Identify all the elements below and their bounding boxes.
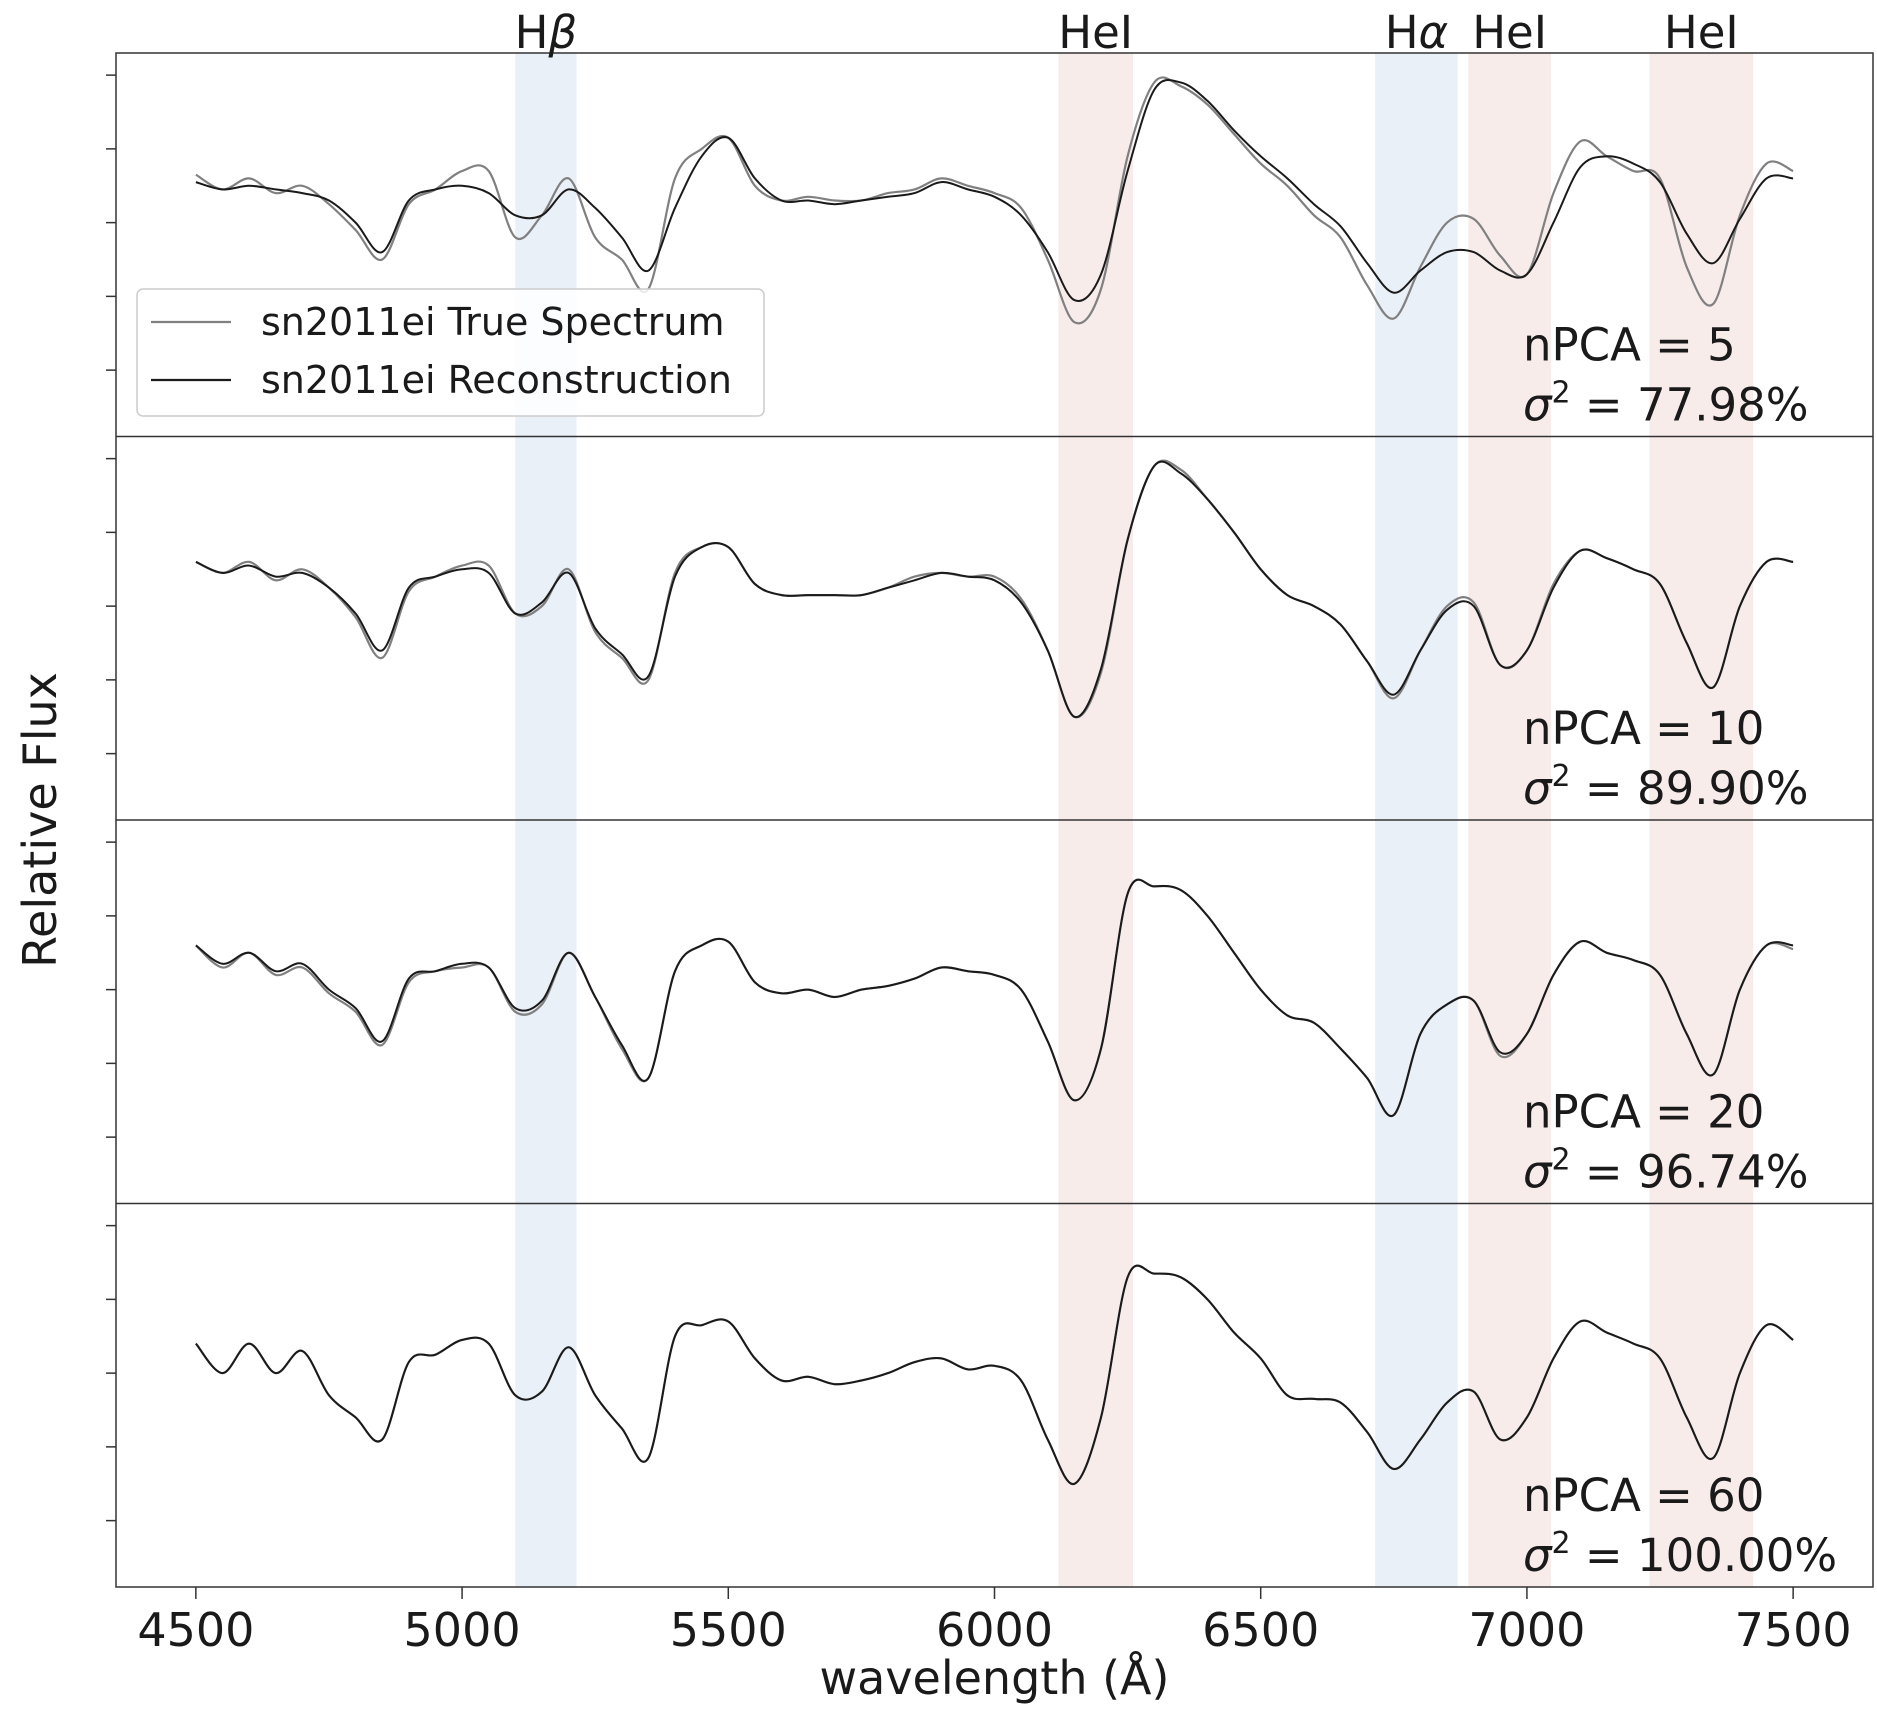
x-tick-label-2: 5500 [670, 1603, 787, 1657]
text-layer: Hβ HeI Hα HeI HeI nPCA = 5σ2 = 77.98% nPCA = 1… [13, 6, 1852, 1705]
y-axis-label: Relative Flux [13, 672, 67, 968]
legend-label-1: sn2011ei Reconstruction [261, 358, 732, 402]
panel-0-variance-text: σ2 = 77.98% [1523, 376, 1809, 432]
panel-3-series-0 [195, 1264, 1794, 1485]
x-axis-label: wavelength (Å) [820, 1651, 1170, 1705]
line-band-label-2: Hα [1385, 6, 1449, 59]
panel-1-series-1 [195, 460, 1794, 718]
line-band-label-1: HeI [1058, 6, 1133, 59]
panel-2-series-1 [195, 878, 1794, 1117]
series-lines-layer [195, 76, 1794, 1485]
x-tick-label-3: 6000 [936, 1603, 1053, 1657]
x-tick-label-5: 7000 [1468, 1603, 1585, 1657]
panel-2-npca-text: nPCA = 20 [1523, 1086, 1764, 1139]
panel-0-npca-text: nPCA = 5 [1523, 319, 1736, 372]
panel-3-series-1 [195, 1264, 1794, 1485]
panel-0-series-1 [195, 78, 1794, 302]
axes-frame-layer [106, 52, 1874, 1599]
x-tick-label-4: 6500 [1202, 1603, 1319, 1657]
panel-2-series-0 [195, 878, 1794, 1118]
line-band-label-4: HeI [1664, 6, 1739, 59]
panel-1-npca-text: nPCA = 10 [1523, 702, 1764, 755]
panel-2-variance-text: σ2 = 96.74% [1523, 1143, 1809, 1199]
line-band-label-0: Hβ [515, 6, 578, 59]
legend-box [136, 288, 765, 417]
line-band-label-3: HeI [1472, 6, 1547, 59]
panel-0-series-0 [195, 76, 1794, 325]
x-tick-label-1: 5000 [404, 1603, 521, 1657]
x-tick-label-6: 7500 [1735, 1603, 1852, 1657]
panel-1-variance-text: σ2 = 89.90% [1523, 759, 1809, 815]
x-tick-label-0: 4500 [137, 1603, 254, 1657]
panel-3-variance-text: σ2 = 100.00% [1523, 1526, 1837, 1582]
panel-3-npca-text: nPCA = 60 [1523, 1469, 1764, 1522]
legend-label-0: sn2011ei True Spectrum [261, 300, 725, 344]
